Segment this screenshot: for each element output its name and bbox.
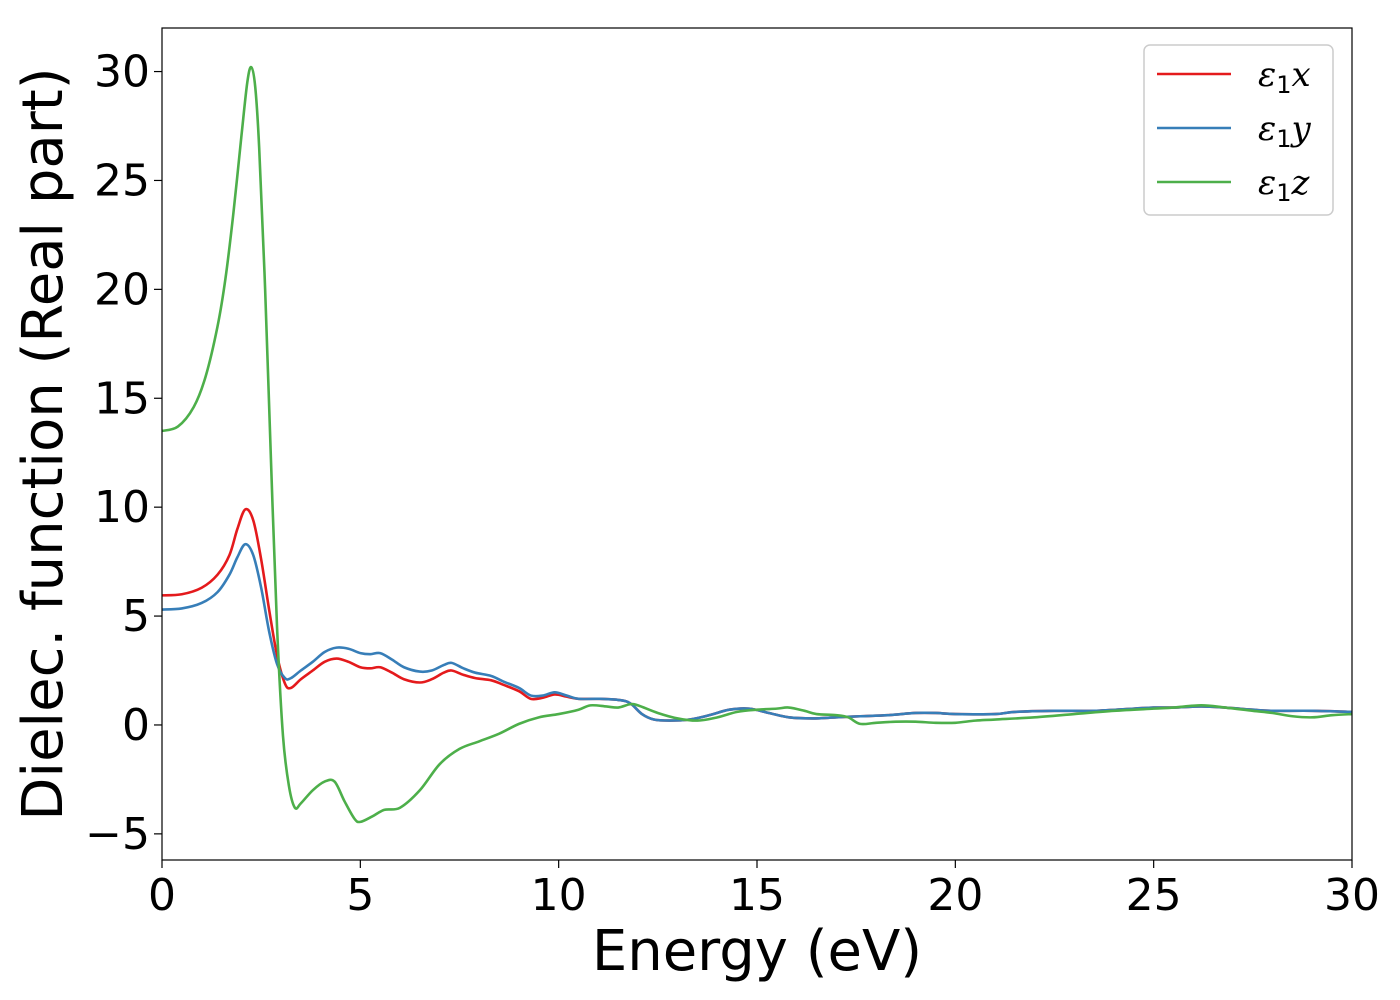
series-line-y bbox=[162, 542, 1352, 722]
y-tick-label: −5 bbox=[85, 809, 150, 860]
legend: ε1x ε1y ε1z bbox=[1143, 44, 1334, 216]
y-axis-ticks: −5 0 5 10 15 20 25 30 bbox=[85, 47, 162, 860]
x-tick-label: 10 bbox=[531, 870, 587, 921]
x-axis-ticks: 0 5 10 15 20 25 30 bbox=[148, 860, 1380, 921]
x-tick-label: 15 bbox=[729, 870, 785, 921]
y-tick-label: 20 bbox=[94, 264, 150, 315]
y-tick-label: 10 bbox=[94, 482, 150, 533]
legend-label-z: ε1z bbox=[1258, 163, 1311, 207]
x-axis-label: Energy (eV) bbox=[592, 919, 922, 984]
y-tick-label: 30 bbox=[94, 47, 150, 98]
legend-label-y: ε1y bbox=[1258, 109, 1312, 153]
series-line-z bbox=[162, 65, 1352, 824]
x-tick-label: 25 bbox=[1126, 870, 1182, 921]
x-tick-label: 30 bbox=[1324, 870, 1380, 921]
x-tick-label: 5 bbox=[346, 870, 374, 921]
y-tick-label: 15 bbox=[94, 373, 150, 424]
series-layer bbox=[162, 65, 1352, 824]
y-tick-label: 0 bbox=[122, 700, 150, 751]
legend-frame bbox=[1143, 44, 1334, 216]
y-tick-label: 5 bbox=[122, 591, 150, 642]
x-tick-label: 20 bbox=[927, 870, 983, 921]
y-axis-label: Dielec. function (Real part) bbox=[11, 67, 76, 820]
legend-label-x: ε1x bbox=[1258, 55, 1311, 99]
x-tick-label: 0 bbox=[148, 870, 176, 921]
y-tick-label: 25 bbox=[94, 155, 150, 206]
